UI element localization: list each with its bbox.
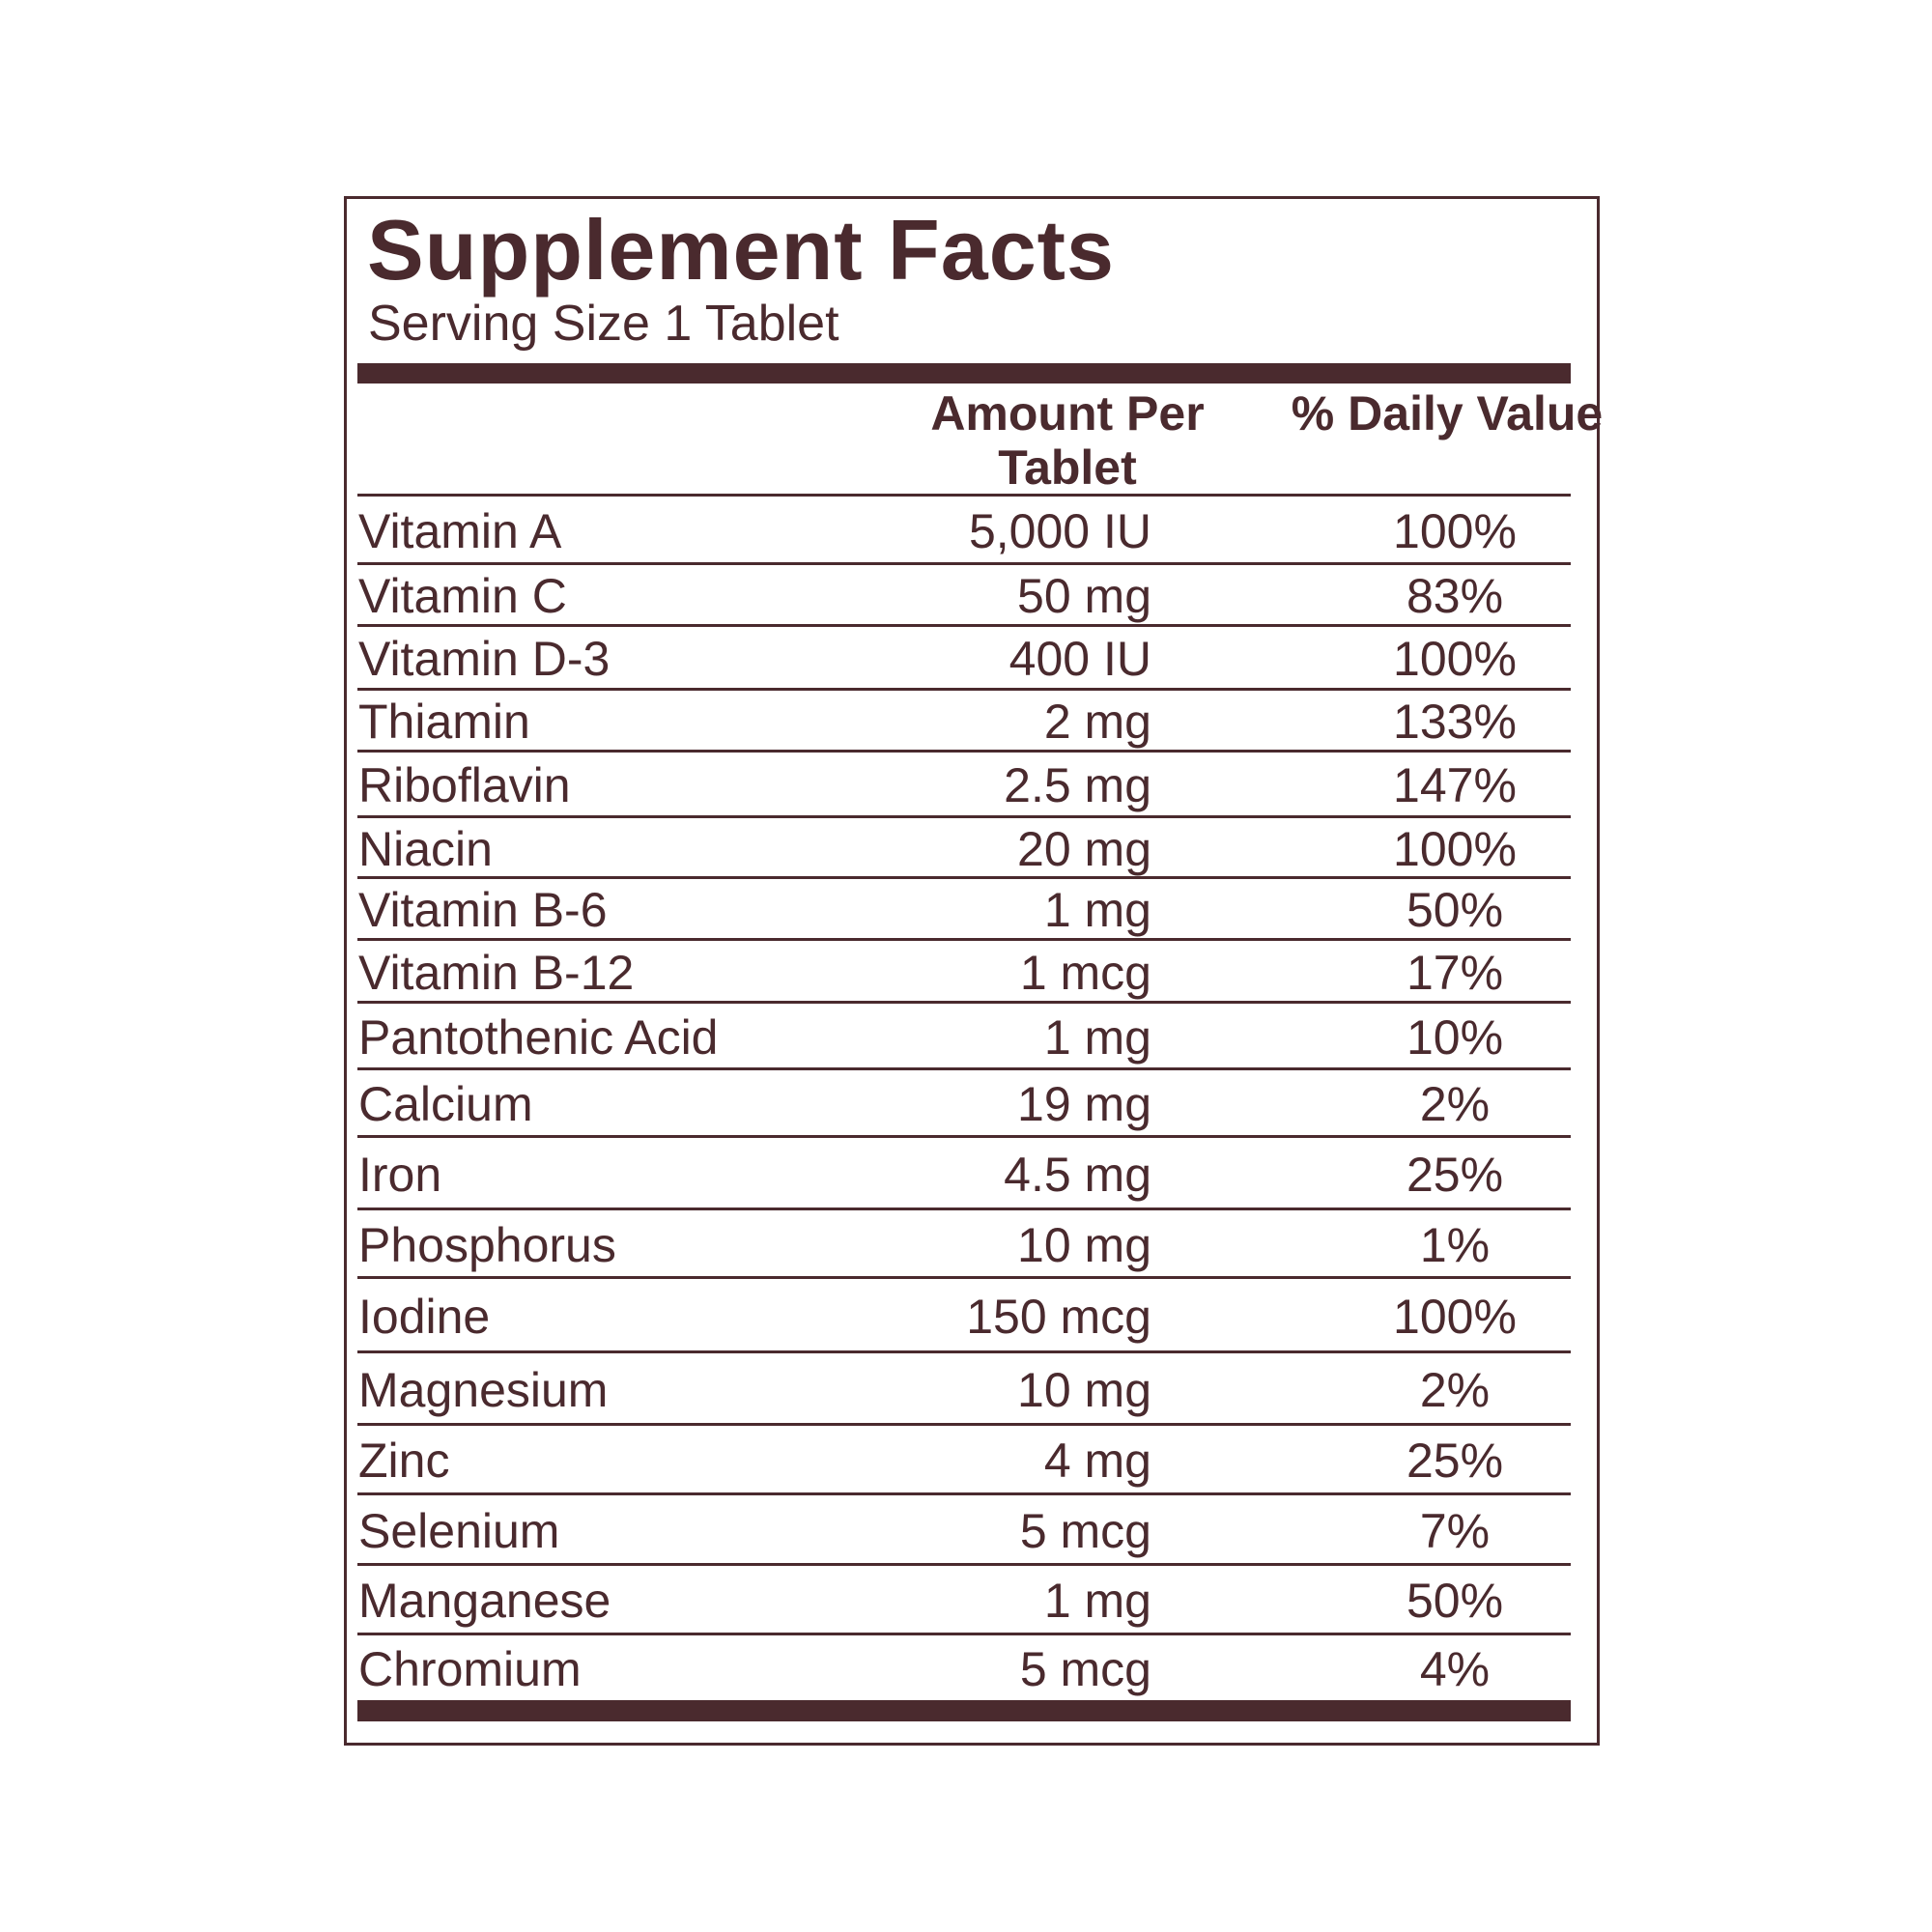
- rule: [357, 750, 1571, 753]
- rule: [357, 1208, 1571, 1210]
- nutrient-name: Vitamin D-3: [358, 632, 611, 686]
- column-header: Amount Per Tablet: [930, 386, 1205, 495]
- nutrient-name: Zinc: [358, 1434, 450, 1488]
- rule: [357, 1563, 1571, 1566]
- nutrient-name: Vitamin A: [358, 504, 562, 558]
- rule: [357, 624, 1571, 627]
- daily-value: 50%: [1406, 883, 1504, 937]
- daily-value: 25%: [1406, 1147, 1504, 1202]
- rule: [357, 1350, 1571, 1353]
- rule: [357, 1276, 1571, 1279]
- amount: 1 mg: [1043, 883, 1151, 937]
- amount: 5 mcg: [1019, 1503, 1151, 1558]
- amount: 20 mg: [1017, 821, 1151, 876]
- nutrient-name: Vitamin C: [358, 569, 567, 623]
- amount: 1 mcg: [1019, 945, 1151, 1000]
- daily-value: 147%: [1393, 758, 1517, 812]
- daily-value: 7%: [1419, 1503, 1491, 1558]
- daily-value: 2%: [1419, 1362, 1491, 1417]
- daily-value: 83%: [1406, 569, 1504, 623]
- amount: 400 IU: [1009, 632, 1151, 686]
- nutrient-name: Magnesium: [358, 1362, 609, 1417]
- amount: 10 mg: [1017, 1362, 1151, 1417]
- rule: [357, 562, 1571, 565]
- amount: 50 mg: [1017, 569, 1151, 623]
- nutrient-name: Chromium: [358, 1641, 582, 1696]
- amount: 1 mg: [1043, 1574, 1151, 1628]
- daily-value: 25%: [1406, 1434, 1504, 1488]
- nutrient-name: Selenium: [358, 1503, 560, 1558]
- daily-value: 100%: [1393, 632, 1517, 686]
- rule: [357, 1633, 1571, 1635]
- daily-value: 10%: [1406, 1009, 1504, 1065]
- thick-rule: [357, 1700, 1571, 1721]
- rule: [357, 1001, 1571, 1004]
- daily-value: 4%: [1419, 1641, 1491, 1696]
- title: Supplement Facts: [367, 202, 1115, 298]
- nutrient-name: Manganese: [358, 1574, 611, 1628]
- nutrient-name: Pantothenic Acid: [358, 1009, 719, 1065]
- column-header: % Daily Value: [1291, 386, 1604, 440]
- thick-rule: [357, 363, 1571, 384]
- amount: 5,000 IU: [968, 504, 1151, 558]
- daily-value: 17%: [1406, 945, 1504, 1000]
- daily-value: 100%: [1393, 821, 1517, 876]
- rule: [357, 494, 1571, 497]
- daily-value: 133%: [1393, 695, 1517, 749]
- amount: 4 mg: [1043, 1434, 1151, 1488]
- daily-value: 50%: [1406, 1574, 1504, 1628]
- rule: [357, 938, 1571, 941]
- nutrient-name: Riboflavin: [358, 758, 571, 812]
- nutrient-name: Iron: [358, 1147, 442, 1202]
- amount: 4.5 mg: [1004, 1147, 1151, 1202]
- rule: [357, 815, 1571, 818]
- daily-value: 100%: [1393, 1289, 1517, 1344]
- nutrient-name: Thiamin: [358, 695, 530, 749]
- daily-value: 1%: [1419, 1217, 1491, 1272]
- amount: 5 mcg: [1019, 1641, 1151, 1696]
- rule: [357, 1492, 1571, 1495]
- nutrient-name: Phosphorus: [358, 1217, 616, 1272]
- nutrient-name: Vitamin B-12: [358, 945, 635, 1000]
- amount: 1 mg: [1043, 1009, 1151, 1065]
- serving-size: Serving Size 1 Tablet: [368, 296, 839, 352]
- daily-value: 100%: [1393, 504, 1517, 558]
- nutrient-name: Niacin: [358, 821, 493, 876]
- label-border: [344, 196, 1600, 1746]
- rule: [357, 876, 1571, 879]
- amount: 2.5 mg: [1004, 758, 1151, 812]
- nutrient-name: Iodine: [358, 1289, 491, 1344]
- rule: [357, 1423, 1571, 1426]
- amount: 10 mg: [1017, 1217, 1151, 1272]
- amount: 150 mcg: [966, 1289, 1151, 1344]
- rule: [357, 1067, 1571, 1070]
- nutrient-name: Vitamin B-6: [358, 883, 608, 937]
- amount: 19 mg: [1017, 1077, 1151, 1131]
- rule: [357, 688, 1571, 691]
- nutrient-name: Calcium: [358, 1077, 533, 1131]
- amount: 2 mg: [1043, 695, 1151, 749]
- daily-value: 2%: [1419, 1077, 1491, 1131]
- rule: [357, 1135, 1571, 1138]
